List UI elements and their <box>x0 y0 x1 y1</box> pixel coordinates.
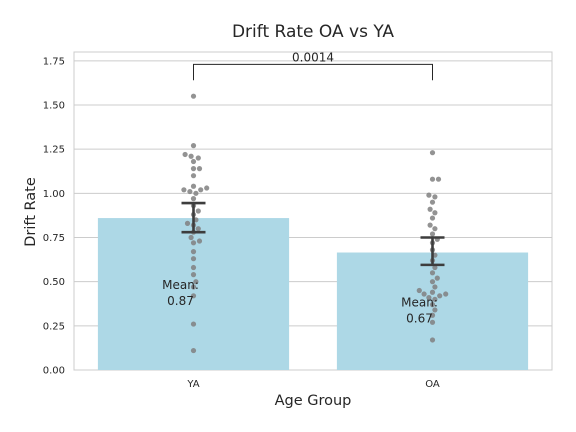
data-point <box>432 264 438 271</box>
data-point <box>429 199 436 205</box>
data-point <box>437 293 443 299</box>
y-tick-label: 1.25 <box>43 145 65 156</box>
data-point <box>196 238 203 244</box>
y-tick-label: 0.50 <box>43 277 65 288</box>
data-point <box>190 183 197 189</box>
data-point <box>196 166 203 172</box>
data-point <box>432 296 438 302</box>
data-point <box>181 187 187 193</box>
x-tick-label: YA <box>186 379 199 390</box>
data-point <box>435 176 442 182</box>
data-point <box>195 155 201 161</box>
data-point <box>187 188 193 195</box>
data-point <box>427 222 433 228</box>
data-point <box>429 231 436 237</box>
data-point <box>432 226 438 232</box>
mean-label: Mean: 0.87 <box>162 278 199 308</box>
data-point <box>184 220 191 226</box>
data-point <box>432 307 438 313</box>
data-point <box>188 153 194 159</box>
y-tick-label: 1.75 <box>43 56 65 67</box>
y-tick-label: 1.50 <box>43 101 65 112</box>
p-value-label: 0.0014 <box>292 50 334 64</box>
data-point <box>429 319 436 325</box>
data-point <box>426 294 432 301</box>
data-point <box>195 208 201 214</box>
y-tick-label: 0.75 <box>43 233 65 244</box>
data-point <box>443 291 449 297</box>
data-point <box>190 196 197 202</box>
data-point <box>190 249 197 255</box>
x-tick-label: OA <box>425 379 440 390</box>
data-point <box>198 187 204 193</box>
data-point <box>429 302 436 308</box>
data-point <box>195 226 201 232</box>
data-point <box>204 185 210 191</box>
data-point <box>193 279 199 285</box>
x-tick-labels: YA OA <box>186 379 440 390</box>
data-point <box>416 287 422 294</box>
data-point <box>190 240 197 246</box>
y-tick-label: 1.00 <box>43 189 65 200</box>
data-point <box>190 272 197 278</box>
data-point <box>429 150 436 156</box>
significance-annotation: 0.0014 <box>193 50 433 81</box>
data-point <box>432 194 438 200</box>
data-point <box>193 190 199 196</box>
y-axis-label: Drift Rate <box>23 177 39 247</box>
data-point <box>421 291 427 297</box>
y-tick-label: 0.00 <box>43 366 65 377</box>
data-point <box>429 215 436 221</box>
significance-bracket <box>193 63 433 81</box>
data-point <box>190 158 197 165</box>
data-point <box>190 256 197 262</box>
data-point <box>426 192 432 198</box>
data-point <box>190 166 197 172</box>
data-point <box>429 176 436 182</box>
x-axis-label: Age Group <box>275 393 352 409</box>
data-point <box>190 293 197 299</box>
data-point <box>432 210 438 216</box>
data-point <box>188 234 194 241</box>
data-point <box>429 279 436 285</box>
data-point <box>190 143 197 149</box>
data-point <box>190 264 197 271</box>
data-point <box>190 347 197 354</box>
error-bars <box>181 201 445 267</box>
data-point <box>190 284 197 290</box>
y-tick-label: 0.25 <box>43 321 65 332</box>
data-point <box>429 312 436 318</box>
data-point <box>182 151 188 158</box>
data-point <box>434 275 440 281</box>
data-point <box>429 270 436 276</box>
data-point <box>429 289 436 295</box>
mean-label: Mean: 0.67 <box>401 295 438 325</box>
data-point <box>190 93 197 99</box>
mean-labels: Mean: 0.87 Mean: 0.67 <box>162 278 438 325</box>
data-point <box>190 173 197 179</box>
data-point <box>190 321 197 327</box>
data-point <box>432 284 438 290</box>
y-tick-labels: 0.00 0.25 0.50 0.75 1.00 1.25 1.50 1.75 <box>43 56 65 376</box>
data-point <box>429 337 436 343</box>
data-point <box>427 206 433 212</box>
chart-title: Drift Rate OA vs YA <box>232 22 394 42</box>
